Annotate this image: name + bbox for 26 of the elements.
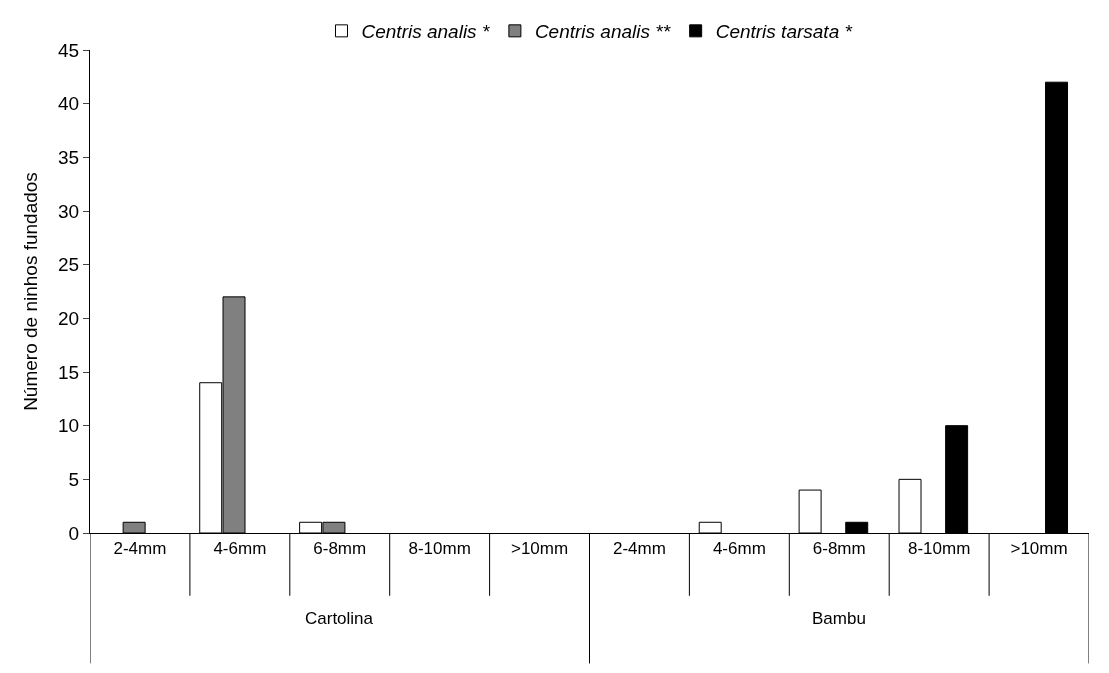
x-tick-label: >10mm	[510, 539, 569, 559]
x-tick-label: >10mm	[1010, 539, 1068, 559]
legend-label: Centris analis *	[361, 21, 490, 43]
y-tick-label: 35	[58, 146, 80, 168]
x-tick-label: 4-6mm	[712, 539, 766, 559]
legend-label: Centris tarsata *	[715, 21, 853, 43]
x-tick-label: 6-8mm	[313, 539, 367, 559]
y-tick-label: 15	[58, 361, 80, 383]
x-tick-label: 2-4mm	[613, 539, 666, 559]
y-tick-label: 10	[58, 415, 80, 437]
x-tick-label: 8-10mm	[408, 539, 471, 559]
text: Bambu	[812, 609, 866, 628]
x-tick-label: 2-4mm	[113, 539, 167, 559]
y-tick-label: 25	[58, 254, 80, 276]
x-tick-label: 4-6mm	[213, 539, 267, 559]
y-tick-label: 45	[58, 39, 80, 61]
x-tick-label: 6-8mm	[812, 539, 866, 559]
y-tick-label: 0	[68, 522, 80, 544]
legend-label: Centris analis **	[534, 21, 671, 43]
y-tick-label: 30	[58, 200, 80, 222]
x-tick-label: 8-10mm	[907, 539, 971, 559]
y-axis-title: Número de ninhos fundados	[19, 172, 41, 411]
text: Cartolina	[305, 609, 374, 628]
y-tick-label: 40	[58, 93, 80, 115]
y-tick-label: 20	[58, 307, 80, 329]
y-tick-label: 5	[68, 468, 80, 490]
